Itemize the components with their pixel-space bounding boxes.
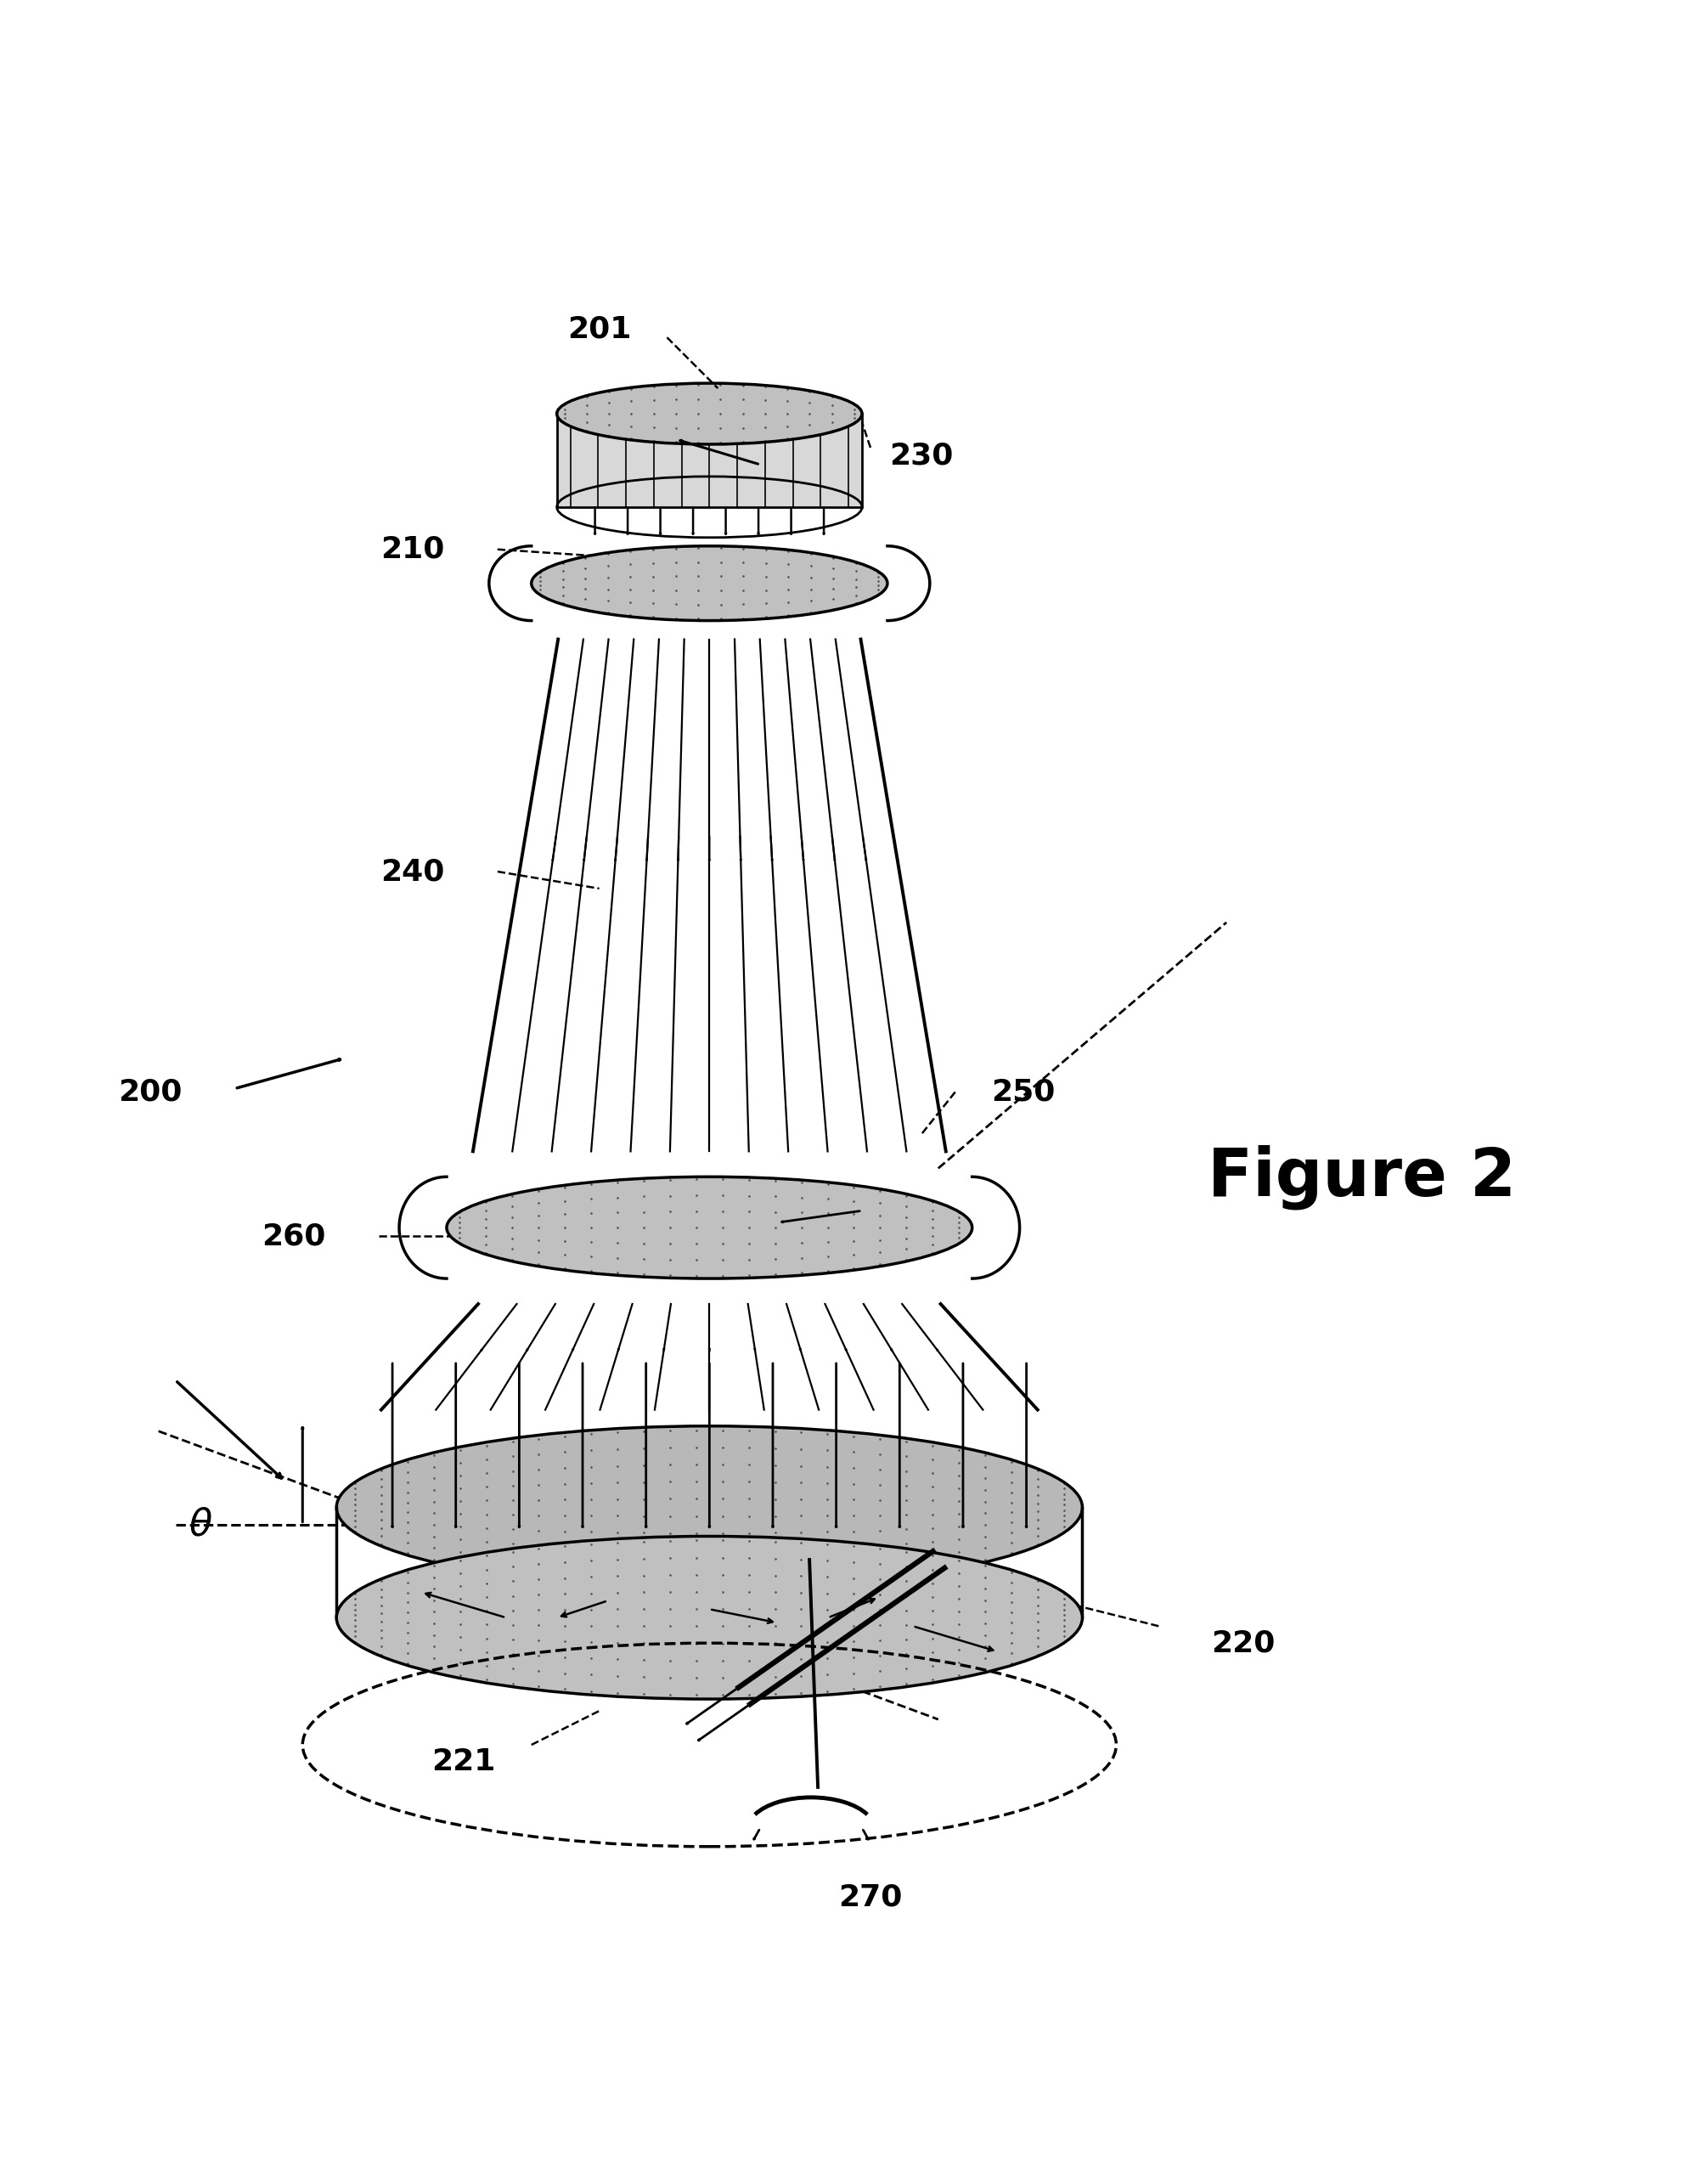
Ellipse shape (336, 1535, 1082, 1699)
Text: 230: 230 (889, 441, 953, 470)
Ellipse shape (531, 546, 888, 620)
FancyBboxPatch shape (556, 413, 862, 507)
Ellipse shape (556, 382, 862, 443)
Text: Figure 2: Figure 2 (1209, 1144, 1516, 1210)
Text: 210: 210 (381, 535, 446, 563)
Text: 220: 220 (1212, 1629, 1275, 1658)
Ellipse shape (447, 1177, 973, 1278)
Text: $\theta$: $\theta$ (189, 1507, 213, 1542)
Text: 240: 240 (381, 856, 446, 887)
Text: 270: 270 (838, 1883, 903, 1911)
Ellipse shape (336, 1426, 1082, 1588)
Text: 200: 200 (118, 1077, 183, 1107)
Text: 250: 250 (992, 1077, 1055, 1107)
Text: 201: 201 (567, 314, 632, 343)
Text: 260: 260 (263, 1221, 326, 1251)
Text: 221: 221 (432, 1747, 495, 1776)
